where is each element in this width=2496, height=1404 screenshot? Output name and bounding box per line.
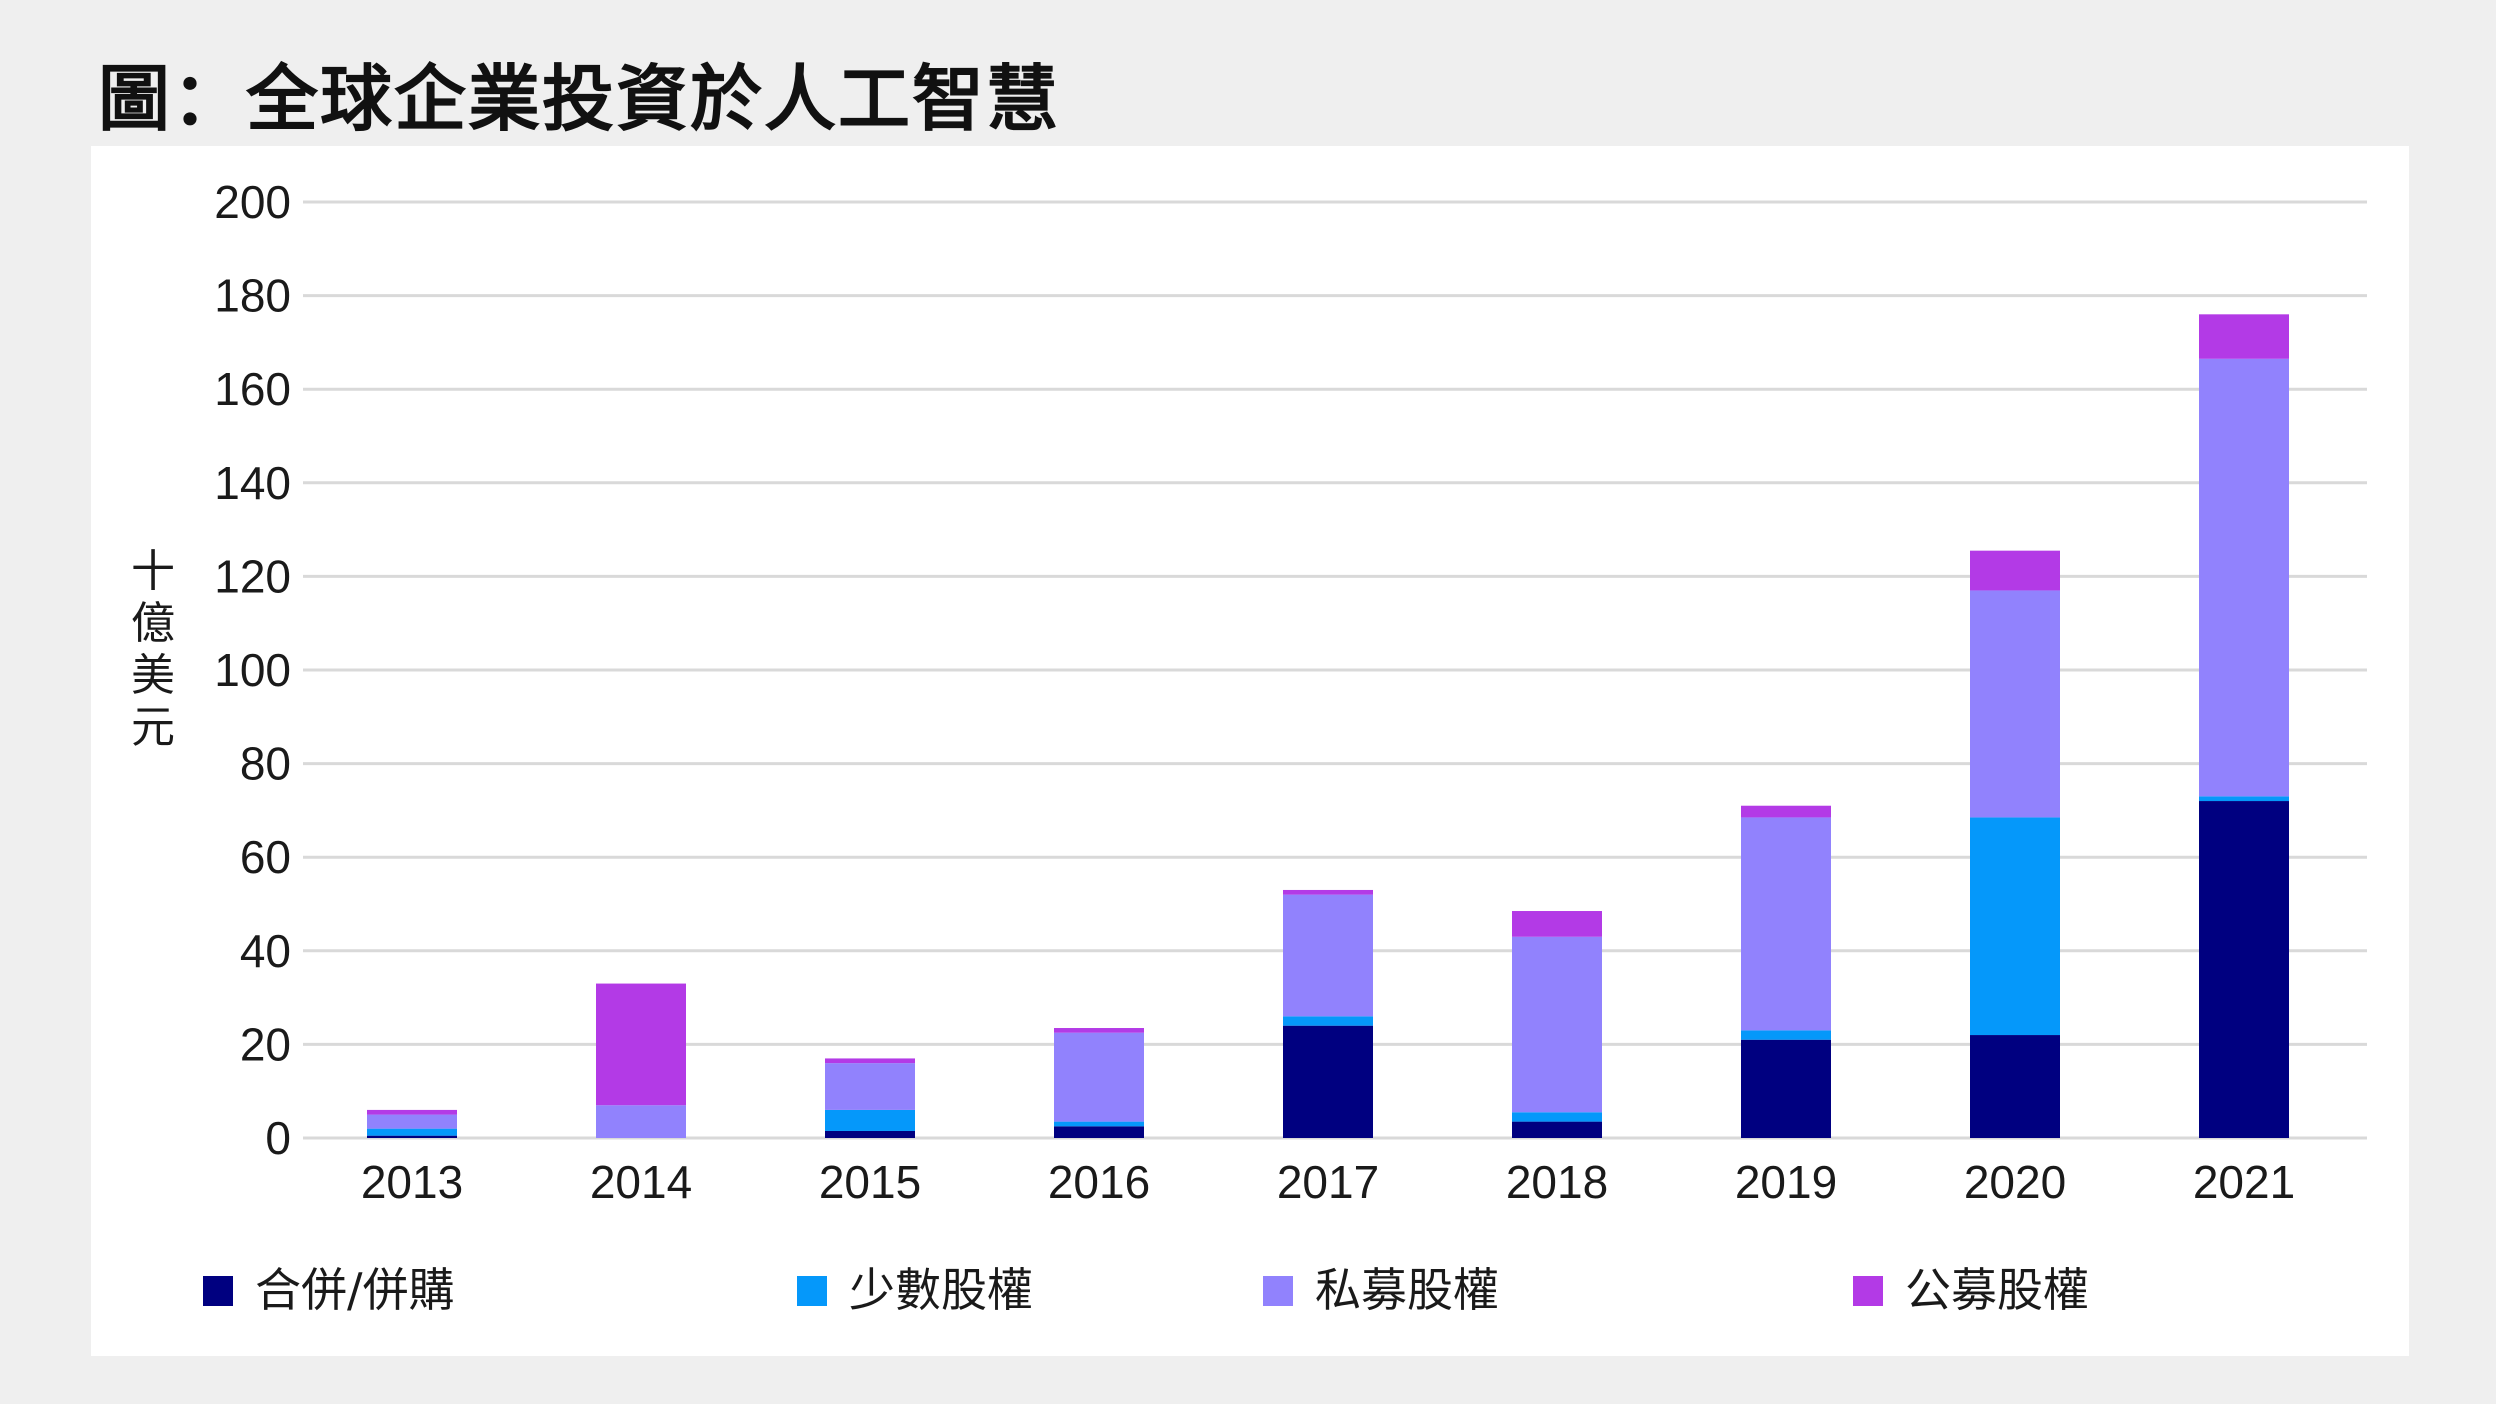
bars <box>367 314 2289 1138</box>
legend-item: 私募股權 <box>1263 1263 1499 1317</box>
y-tick-label: 0 <box>265 1112 291 1164</box>
y-tick-label: 160 <box>214 363 291 415</box>
legend-label: 少數股權 <box>849 1263 1033 1317</box>
y-tick-label: 180 <box>214 270 291 322</box>
bar-segment <box>1970 1035 2060 1138</box>
bar-segment <box>367 1114 457 1129</box>
bar-segment <box>2199 358 2289 797</box>
bar-segment <box>1283 1025 1373 1138</box>
bar-segment <box>1054 1032 1144 1122</box>
bar-segment <box>1741 1030 1831 1040</box>
x-tick-label: 2015 <box>819 1156 921 1208</box>
bar-segment <box>2199 314 2289 359</box>
bar-segment <box>1741 817 1831 1031</box>
y-tick-label: 120 <box>214 550 291 602</box>
bar-segment <box>1970 590 2060 818</box>
bar-segment <box>2199 796 2289 802</box>
y-tick-label: 80 <box>240 738 291 790</box>
bar-segment <box>367 1128 457 1136</box>
bar-segment <box>1512 911 1602 937</box>
x-tick-label: 2021 <box>2193 1156 2295 1208</box>
x-tick-label: 2019 <box>1735 1156 1837 1208</box>
bar-segment <box>596 983 686 1106</box>
y-tick-label: 60 <box>240 831 291 883</box>
y-tick-label: 100 <box>214 644 291 696</box>
bar-segment <box>1054 1126 1144 1138</box>
bar-segment <box>1512 936 1602 1113</box>
x-tick-label: 2016 <box>1048 1156 1150 1208</box>
y-axis-ticks: 0 20 40 60 80 100 120 140 160 180 200 <box>214 176 291 1164</box>
y-axis-title: 十億美元 <box>131 546 175 753</box>
bar-segment <box>1283 889 1373 895</box>
bar-segment <box>1054 1121 1144 1127</box>
y-tick-label: 140 <box>214 457 291 509</box>
legend-item: 合併/併購 <box>203 1263 455 1317</box>
bar-segment <box>596 1105 686 1138</box>
bar-segment <box>1283 1016 1373 1026</box>
bar-segment <box>1512 1121 1602 1138</box>
chart-title: 圖：全球企業投資於人工智慧 <box>98 57 1061 141</box>
x-axis-ticks: 2013 2014 2015 2016 2017 2018 2019 2020 2021 <box>361 1156 2295 1208</box>
bar-segment <box>1054 1028 1144 1033</box>
legend-item: 少數股權 <box>797 1263 1033 1317</box>
legend-label: 合併/併購 <box>255 1263 455 1317</box>
bar-segment <box>1970 817 2060 1036</box>
legend: 合併/併購 少數股權 私募股權 公募股權 <box>203 1263 2089 1317</box>
legend-swatch <box>1263 1276 1293 1306</box>
y-tick-label: 40 <box>240 925 291 977</box>
y-tick-label: 200 <box>214 176 291 228</box>
bar-segment <box>825 1063 915 1110</box>
chart-card: 0 20 40 60 80 100 120 140 160 180 200 十億美元 2013 201… <box>91 146 2409 1356</box>
x-tick-label: 2017 <box>1277 1156 1379 1208</box>
legend-item: 公募股權 <box>1853 1263 2089 1317</box>
y-axis-label: 十億美元 <box>131 546 175 753</box>
bar-segment <box>1741 1039 1831 1138</box>
bar-segment <box>1283 894 1373 1017</box>
bar-segment <box>367 1109 457 1115</box>
bar-segment <box>825 1130 915 1138</box>
legend-swatch <box>797 1276 827 1306</box>
x-tick-label: 2014 <box>590 1156 692 1208</box>
bar-segment <box>1512 1112 1602 1122</box>
x-tick-label: 2020 <box>1964 1156 2066 1208</box>
legend-swatch <box>1853 1276 1883 1306</box>
legend-label: 公募股權 <box>1905 1263 2089 1317</box>
bar-segment <box>825 1058 915 1064</box>
bar-segment <box>2199 801 2289 1138</box>
bar-segment <box>367 1135 457 1138</box>
bar-segment <box>1741 805 1831 818</box>
x-tick-label: 2018 <box>1506 1156 1608 1208</box>
bar-segment <box>1970 550 2060 591</box>
legend-swatch <box>203 1276 233 1306</box>
x-tick-label: 2013 <box>361 1156 463 1208</box>
y-tick-label: 20 <box>240 1018 291 1070</box>
legend-label: 私募股權 <box>1315 1263 1499 1317</box>
bar-segment <box>825 1109 915 1131</box>
